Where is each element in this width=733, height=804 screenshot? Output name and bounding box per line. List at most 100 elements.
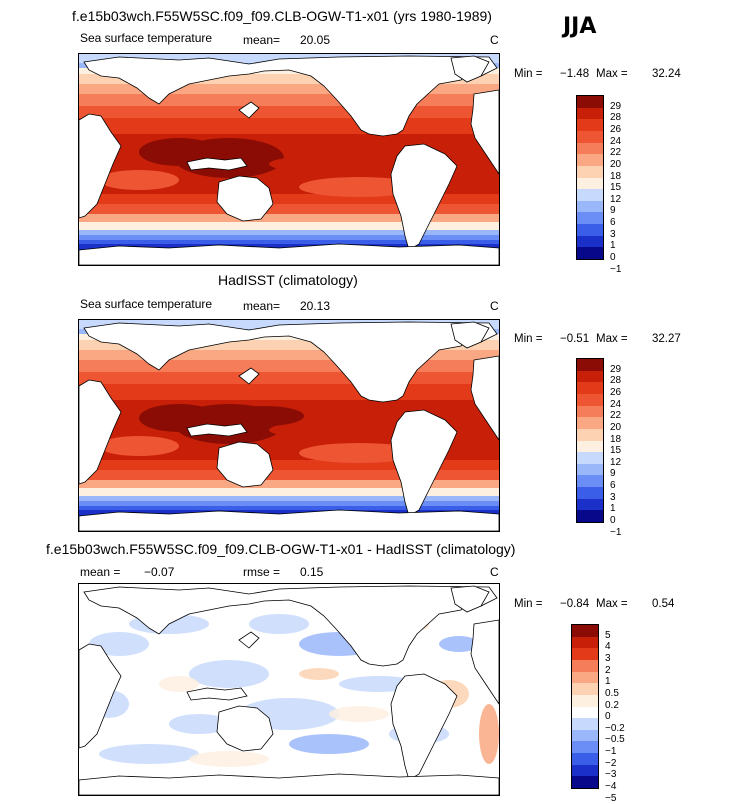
colorbar-tick-label: 0: [610, 515, 616, 526]
sst-band: [79, 84, 499, 94]
anomaly-patch: [99, 744, 199, 764]
panel2-variable: Sea surface temperature: [80, 297, 213, 311]
colorbar-tick-label: −1: [610, 263, 622, 275]
warm-pool: [224, 406, 304, 426]
colorbar-tick-label: 2: [605, 664, 611, 676]
colorbar-swatch: [572, 659, 598, 673]
colorbar-swatch: [577, 130, 603, 144]
landmass-north-america: [83, 321, 498, 403]
landmass-greenland: [450, 321, 490, 349]
colorbar-swatch: [577, 452, 603, 465]
landmass-antarctica: [79, 509, 499, 531]
landmass-australia: [216, 705, 274, 752]
colorbar-tick-label: 1: [605, 676, 611, 688]
colorbar-swatch: [577, 177, 603, 190]
panel3-max-label: Max =: [596, 598, 628, 610]
colorbar-swatch: [577, 235, 603, 248]
colorbar-swatch: [572, 625, 598, 638]
colorbar-swatch: [572, 753, 598, 766]
colorbar-swatch: [572, 683, 598, 696]
colorbar-tick-label: 18: [610, 433, 622, 445]
colorbar-tick-label: 20: [610, 421, 622, 433]
sst-band: [79, 68, 499, 74]
colorbar-tick-label: −2: [605, 757, 617, 769]
warm-pool: [299, 177, 419, 197]
landmass-africa: [79, 379, 122, 485]
panel2-mean-label: mean=: [243, 299, 281, 313]
anomaly-patch: [289, 734, 369, 754]
anomaly-patch: [479, 704, 499, 764]
warm-pool: [269, 422, 369, 438]
colorbar-swatch: [572, 764, 598, 777]
panel2-title: HadISST (climatology): [218, 272, 358, 288]
colorbar-swatch: [577, 417, 603, 430]
landmass-south-america: [390, 673, 458, 781]
panel3-units: C: [490, 565, 499, 579]
colorbar-tick-label: 24: [610, 398, 622, 410]
colorbar-tick-label: −0.2: [605, 722, 625, 734]
colorbar-tick-label: 0.5: [605, 687, 619, 699]
colorbar-tick-label: 15: [610, 445, 622, 457]
panel2-max-label: Max =: [596, 333, 628, 345]
sst-band: [79, 194, 499, 204]
colorbar-tick-label: 26: [610, 386, 622, 398]
colorbar-tick-label: 12: [610, 456, 622, 468]
landmass-australia: [216, 175, 274, 222]
sst-field: [79, 320, 499, 531]
anomaly-patch: [329, 706, 389, 722]
colorbar-swatch: [577, 119, 603, 132]
panel1-variable: Sea surface temperature: [80, 31, 213, 45]
colorbar-swatch: [577, 165, 603, 178]
warm-pool: [99, 170, 179, 190]
sst-band: [79, 470, 499, 480]
panel2-units: C: [490, 299, 499, 313]
colorbar-swatch: [572, 741, 598, 754]
sst-band: [79, 350, 499, 360]
warm-pool: [99, 436, 179, 456]
panel1-colorbar: [576, 95, 604, 260]
colorbar-swatch: [577, 96, 603, 109]
panel3-mean-value: −0.07: [144, 565, 175, 579]
sst-band: [79, 384, 499, 400]
colorbar-swatch: [577, 405, 603, 418]
panel1-mean-label: mean=: [243, 33, 281, 47]
colorbar-tick-label: 6: [610, 480, 616, 492]
colorbar-tick-label: 3: [605, 652, 611, 664]
sst-band: [79, 230, 499, 235]
colorbar-tick-label: 29: [610, 363, 622, 375]
colorbar-tick-label: −1: [610, 526, 622, 538]
colorbar-swatch: [577, 247, 603, 260]
panel1-map: [78, 53, 500, 266]
colorbar-swatch: [577, 382, 603, 395]
sst-band: [79, 222, 499, 230]
colorbar-swatch: [577, 107, 603, 120]
colorbar-swatch: [572, 636, 598, 649]
panel1-max-value: 32.24: [652, 68, 681, 80]
panel1-units: C: [490, 33, 499, 47]
colorbar-swatch: [577, 428, 603, 441]
colorbar-swatch: [572, 776, 598, 789]
colorbar-tick-label: 0: [605, 711, 611, 723]
sst-band: [79, 240, 499, 244]
panel3-min-value: −0.84: [560, 598, 590, 610]
colorbar-swatch: [577, 359, 603, 372]
landmass-greenland: [450, 585, 490, 613]
landmass-indonesia: [186, 157, 248, 171]
colorbar-swatch: [572, 729, 598, 742]
colorbar-swatch: [577, 487, 603, 500]
anomaly-patch: [299, 668, 339, 680]
colorbar-tick-label: 9: [610, 468, 616, 480]
colorbar-swatch: [577, 510, 603, 523]
panel1-min-value: −1.48: [560, 68, 590, 80]
anomaly-patch: [189, 751, 269, 767]
landmass-europe-africa-east: [470, 355, 499, 441]
colorbar-swatch: [572, 718, 598, 731]
sst-band: [79, 460, 499, 470]
colorbar-tick-label: 1: [610, 240, 616, 252]
colorbar-swatch: [577, 212, 603, 225]
anomaly-patch: [439, 636, 479, 652]
sst-band: [79, 204, 499, 214]
anomaly-patch: [189, 660, 269, 688]
colorbar-tick-label: 1: [610, 503, 616, 515]
landmass-indonesia: [186, 423, 248, 437]
